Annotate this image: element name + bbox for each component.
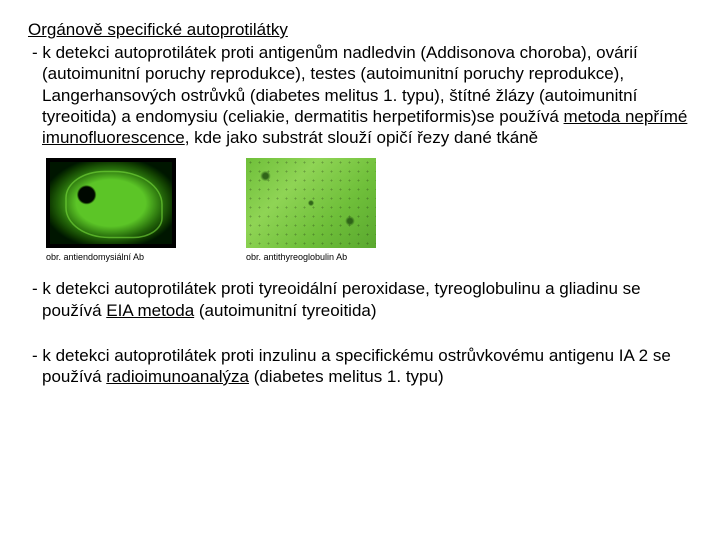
spacer-2 xyxy=(28,331,692,345)
para1-tail: , kde jako substrát slouží opičí řezy da… xyxy=(185,128,538,147)
image-row: obr. antiendomysiální Ab obr. antithyreo… xyxy=(46,158,692,262)
para2-tail: (autoimunitní tyreoitida) xyxy=(194,301,376,320)
antithyreoglobulin-image xyxy=(246,158,376,248)
caption-1: obr. antiendomysiální Ab xyxy=(46,252,176,262)
antiendomysial-image xyxy=(46,158,176,248)
image-block-2: obr. antithyreoglobulin Ab xyxy=(246,158,376,262)
paragraph-2: - k detekci autoprotilátek proti tyreoid… xyxy=(28,278,692,321)
caption-2: obr. antithyreoglobulin Ab xyxy=(246,252,376,262)
spacer xyxy=(28,264,692,278)
para3-method-underline: radioimunoanalýza xyxy=(106,367,249,386)
para1-lead: - k detekci autoprotilátek proti antigen… xyxy=(32,43,638,126)
section-title: Orgánově specifické autoprotilátky xyxy=(28,20,692,40)
paragraph-3: - k detekci autoprotilátek proti inzulin… xyxy=(28,345,692,388)
paragraph-1: - k detekci autoprotilátek proti antigen… xyxy=(28,42,692,148)
image-block-1: obr. antiendomysiální Ab xyxy=(46,158,176,262)
para2-method-underline: EIA metoda xyxy=(106,301,194,320)
para3-tail: (diabetes melitus 1. typu) xyxy=(249,367,444,386)
